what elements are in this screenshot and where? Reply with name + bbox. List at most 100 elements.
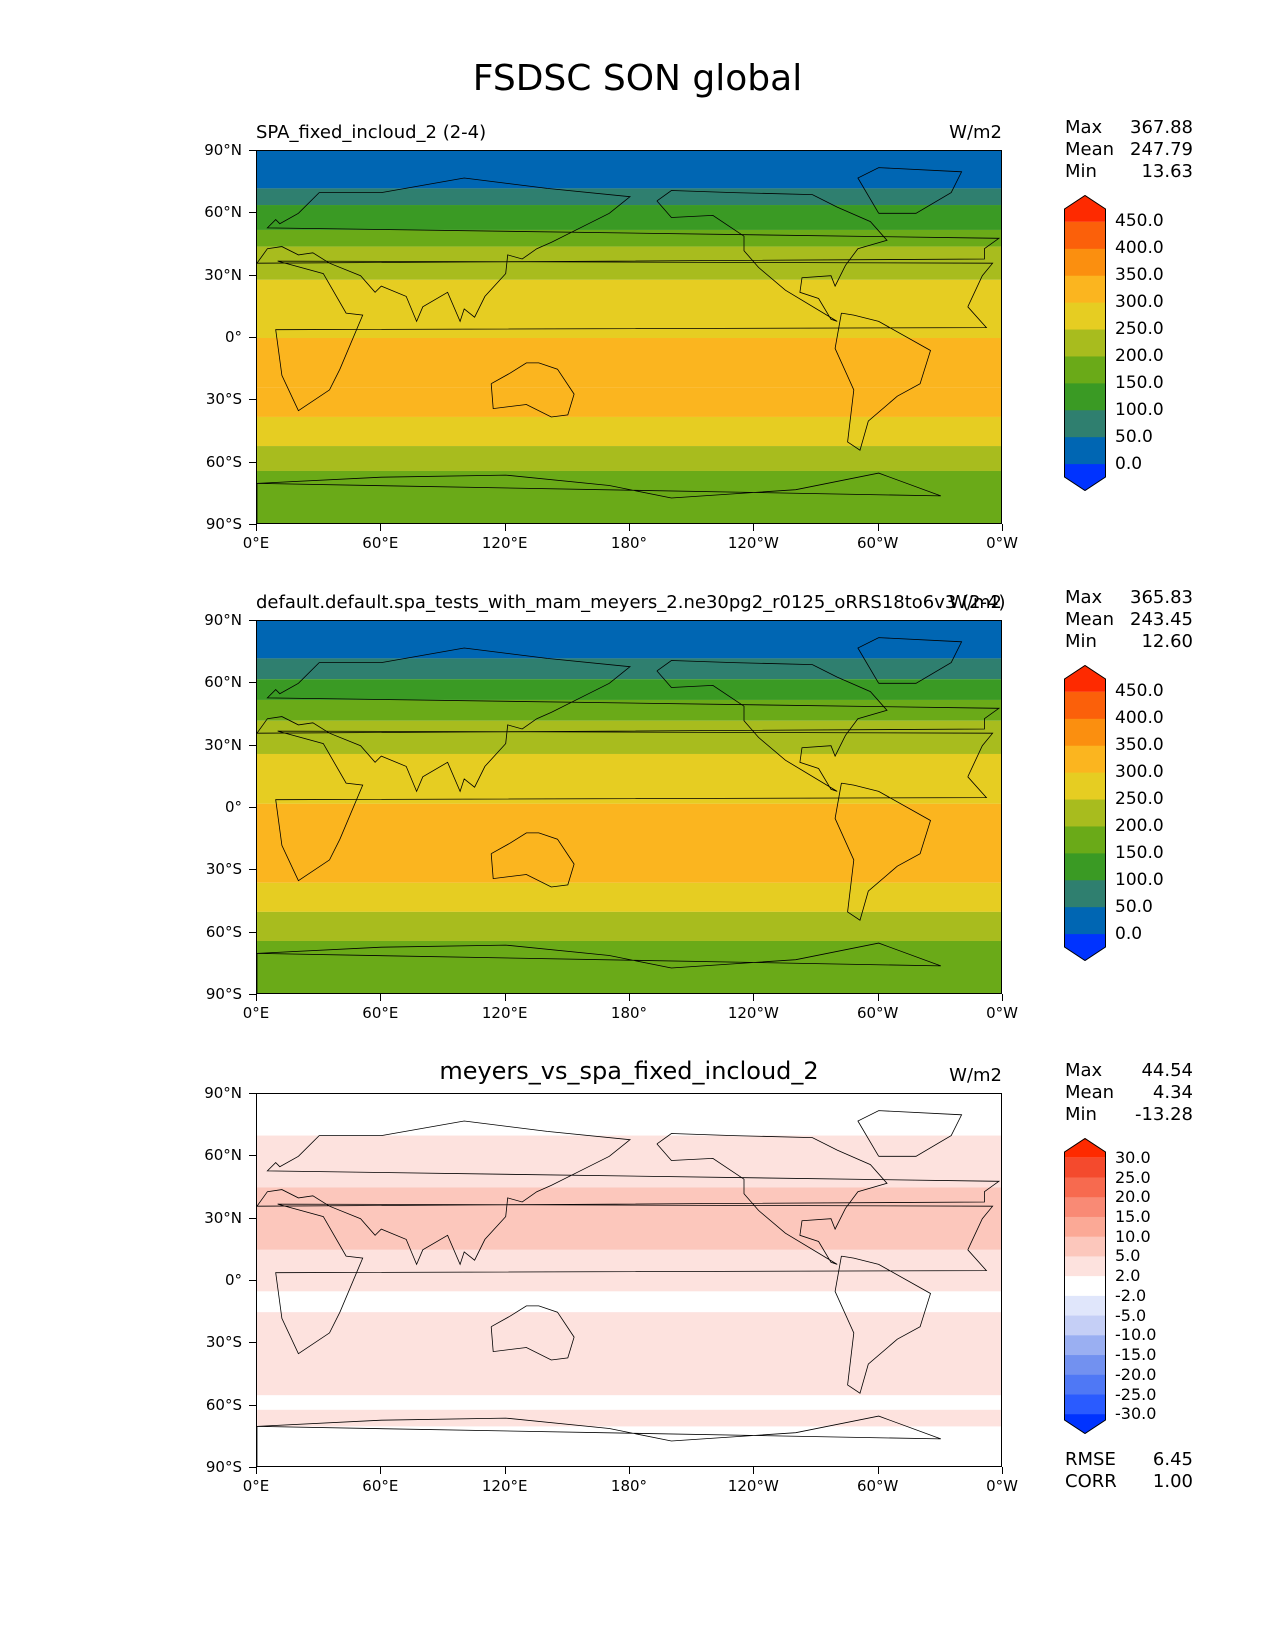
x-tick-label: 60°E bbox=[362, 1477, 399, 1495]
colorbar-outline bbox=[1064, 1137, 1106, 1435]
stat-row: Max 365.83 bbox=[1065, 587, 1193, 609]
lat-band bbox=[257, 1312, 1001, 1396]
coastline bbox=[656, 190, 888, 322]
x-tick-mark bbox=[504, 994, 506, 1001]
lat-band bbox=[257, 911, 1001, 941]
colorbar-label: 50.0 bbox=[1115, 426, 1153, 447]
metrics-block: RMSE 6.45 CORR 1.00 bbox=[1065, 1449, 1193, 1493]
y-tick-mark bbox=[249, 524, 256, 525]
map-plot bbox=[256, 150, 1002, 524]
map-plot bbox=[256, 620, 1002, 994]
colorbar-label: -5.0 bbox=[1115, 1305, 1147, 1325]
x-tick-mark bbox=[877, 994, 879, 1001]
stat-value: 243.45 bbox=[1130, 609, 1193, 630]
colorbar-label: 350.0 bbox=[1115, 265, 1164, 286]
stat-row: Min -13.28 bbox=[1065, 1104, 1193, 1126]
colorbar-label: -15.0 bbox=[1115, 1345, 1157, 1365]
colorbar-segment bbox=[1064, 907, 1106, 935]
coastline bbox=[490, 1305, 575, 1361]
colorbar-segment bbox=[1064, 1335, 1106, 1356]
y-tick-label: 0° bbox=[224, 1271, 242, 1289]
colorbar-segment bbox=[1064, 1276, 1106, 1297]
colorbar bbox=[1064, 664, 1106, 962]
colorbar-label: -30.0 bbox=[1115, 1404, 1157, 1424]
coastline bbox=[490, 362, 575, 418]
y-tick-label: 30°N bbox=[204, 265, 242, 284]
colorbar-label: 250.0 bbox=[1115, 319, 1164, 339]
y-tick-mark bbox=[249, 1404, 256, 1406]
colorbar-segment bbox=[1064, 853, 1106, 881]
colorbar-segment bbox=[1064, 1374, 1106, 1396]
y-tick-mark bbox=[249, 1342, 256, 1344]
colorbar-segment bbox=[1064, 302, 1106, 331]
stat-name: Max bbox=[1065, 587, 1103, 608]
colorbar-segment bbox=[1064, 826, 1106, 854]
colorbar-svg bbox=[1064, 194, 1106, 492]
stat-name: Min bbox=[1065, 161, 1097, 182]
metric-value: 6.45 bbox=[1152, 1449, 1193, 1470]
colorbar-segment bbox=[1064, 195, 1106, 222]
colorbar-segment bbox=[1064, 934, 1106, 961]
y-tick-label: 60°S bbox=[205, 1395, 242, 1414]
colorbar-label: 30.0 bbox=[1115, 1147, 1151, 1167]
x-tick-label: 0°W bbox=[986, 1004, 1018, 1022]
stat-name: Max bbox=[1065, 117, 1103, 138]
stat-row: Min 12.60 bbox=[1065, 631, 1193, 653]
colorbar-label: 400.0 bbox=[1115, 708, 1164, 729]
x-tick-mark bbox=[380, 524, 382, 531]
colorbar-svg bbox=[1064, 1137, 1106, 1435]
stat-name: Max bbox=[1065, 1060, 1103, 1081]
x-tick-label: 120°E bbox=[481, 1477, 528, 1495]
x-tick-label: 180° bbox=[610, 534, 648, 552]
x-tick-mark bbox=[380, 1467, 382, 1474]
colorbar-outline bbox=[1064, 194, 1106, 492]
lat-band bbox=[257, 229, 1001, 247]
colorbar-segment bbox=[1064, 1355, 1106, 1376]
metric-name: RMSE bbox=[1065, 1449, 1116, 1470]
x-tick-mark bbox=[504, 524, 506, 531]
map-plot bbox=[256, 1093, 1002, 1467]
x-tick-mark bbox=[1002, 1467, 1003, 1474]
stat-name: Mean bbox=[1065, 609, 1115, 630]
y-tick-label: 90°S bbox=[205, 985, 242, 1003]
y-tick-mark bbox=[249, 682, 256, 684]
x-tick-mark bbox=[629, 994, 630, 1001]
y-tick-mark bbox=[249, 1280, 256, 1281]
x-tick-mark bbox=[256, 1467, 257, 1474]
colorbar-segment bbox=[1064, 1157, 1106, 1178]
metric-row: RMSE 6.45 bbox=[1065, 1449, 1193, 1471]
stat-name: Min bbox=[1065, 1104, 1097, 1125]
colorbar-label: -25.0 bbox=[1115, 1384, 1157, 1404]
colorbar-svg bbox=[1064, 664, 1106, 962]
lat-band bbox=[257, 1135, 1001, 1188]
y-tick-label: 90°S bbox=[205, 1458, 242, 1476]
y-tick-label: 90°S bbox=[205, 515, 242, 533]
y-tick-mark bbox=[249, 869, 256, 871]
lat-band bbox=[257, 1094, 1001, 1136]
x-tick-mark bbox=[1002, 994, 1003, 1001]
x-tick-label: 120°E bbox=[481, 534, 528, 552]
stats-block: Max 365.83 Mean 243.45 Min 12.60 bbox=[1065, 587, 1193, 653]
y-tick-mark bbox=[249, 620, 256, 621]
colorbar-label: 20.0 bbox=[1115, 1187, 1151, 1207]
coastline bbox=[857, 1110, 963, 1157]
colorbar-label: 2.0 bbox=[1115, 1266, 1141, 1286]
coastline bbox=[834, 312, 931, 451]
y-tick-label: 90°N bbox=[204, 141, 242, 159]
colorbar-segment bbox=[1064, 772, 1106, 801]
colorbar-label: 200.0 bbox=[1115, 345, 1164, 366]
stat-value: 247.79 bbox=[1130, 139, 1193, 160]
lat-band bbox=[257, 621, 1001, 659]
panel-test: SPA_fixed_incloud_2 (2-4) W/m2 90°N 60°N 30°… bbox=[0, 0, 1275, 552]
colorbar-segment bbox=[1064, 275, 1106, 304]
x-tick-mark bbox=[256, 994, 257, 1001]
lat-band bbox=[257, 1291, 1001, 1313]
y-tick-mark bbox=[249, 461, 256, 463]
y-tick-label: 60°N bbox=[204, 1146, 242, 1165]
stat-name: Mean bbox=[1065, 139, 1115, 160]
stat-value: 13.63 bbox=[1141, 161, 1193, 182]
panel-title: SPA_fixed_incloud_2 (2-4) bbox=[256, 122, 487, 143]
coastline bbox=[490, 832, 575, 888]
y-tick-label: 30°S bbox=[205, 390, 242, 409]
x-tick-mark bbox=[504, 1467, 506, 1474]
